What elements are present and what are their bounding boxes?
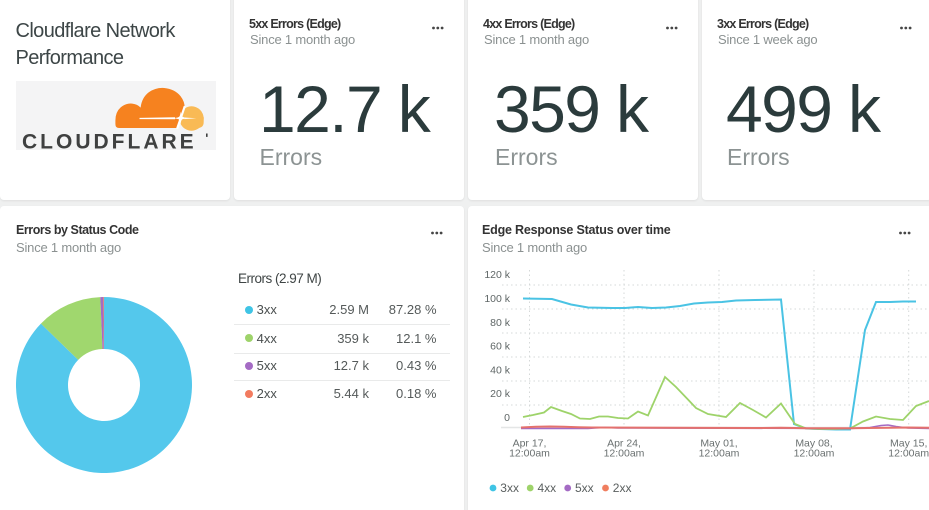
svg-text:12:00am: 12:00am xyxy=(604,448,645,460)
svg-text:CLOUDFLARE: CLOUDFLARE xyxy=(22,131,197,151)
svg-text:12:00am: 12:00am xyxy=(699,448,740,460)
svg-text:100 k: 100 k xyxy=(484,293,510,305)
svg-text:12:00am: 12:00am xyxy=(509,448,550,460)
svg-text:3xx: 3xx xyxy=(500,481,519,495)
svg-text:80 k: 80 k xyxy=(490,317,511,329)
svg-text:5xx: 5xx xyxy=(575,481,594,495)
svg-text:0: 0 xyxy=(504,412,510,424)
svg-text:May 08,: May 08, xyxy=(795,438,832,450)
svg-text:120 k: 120 k xyxy=(484,269,510,281)
svg-text:60 k: 60 k xyxy=(490,341,511,353)
svg-text:12:00am: 12:00am xyxy=(888,448,929,460)
svg-text:4xx: 4xx xyxy=(538,481,557,495)
svg-text:40 k: 40 k xyxy=(490,364,511,376)
svg-text:May 15,: May 15, xyxy=(890,438,927,450)
svg-text:Apr 17,: Apr 17, xyxy=(513,438,547,450)
svg-text:May 01,: May 01, xyxy=(700,438,737,450)
svg-text:Apr 24,: Apr 24, xyxy=(607,438,641,450)
svg-text:20 k: 20 k xyxy=(490,388,511,400)
svg-text:12:00am: 12:00am xyxy=(794,448,835,460)
svg-text:2xx: 2xx xyxy=(613,481,632,495)
